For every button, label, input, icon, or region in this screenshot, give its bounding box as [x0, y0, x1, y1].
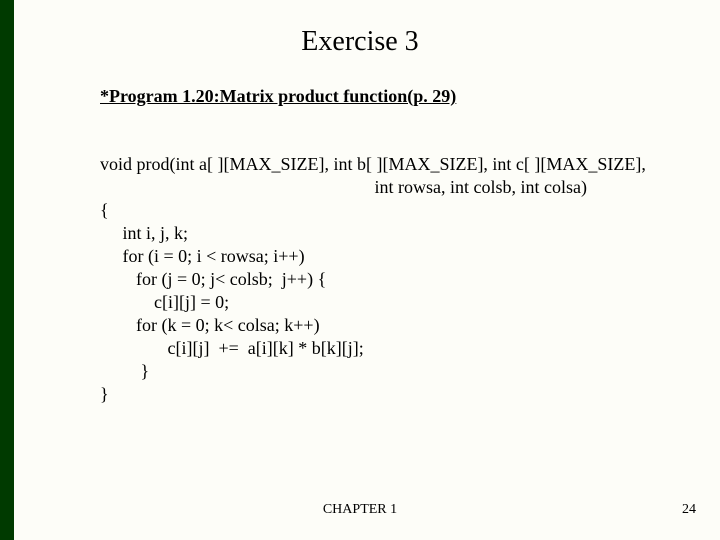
code-line: void prod(int a[ ][MAX_SIZE], int b[ ][M…	[100, 154, 646, 174]
footer-chapter: CHAPTER 1	[0, 502, 720, 518]
code-line: c[i][j] = 0;	[100, 292, 229, 312]
sidebar-accent	[0, 0, 14, 540]
code-line: int rowsa, int colsb, int colsa)	[100, 177, 587, 197]
footer-page-number: 24	[682, 502, 696, 518]
code-line: for (k = 0; k< colsa; k++)	[100, 315, 320, 335]
code-line: int i, j, k;	[100, 223, 188, 243]
slide-title: Exercise 3	[0, 26, 720, 58]
code-block: void prod(int a[ ][MAX_SIZE], int b[ ][M…	[100, 130, 646, 406]
slide-subtitle: *Program 1.20:Matrix product function(p.…	[100, 86, 456, 107]
code-line: for (j = 0; j< colsb; j++) {	[100, 269, 326, 289]
code-line: }	[100, 361, 149, 381]
code-line: }	[100, 384, 109, 404]
code-line: {	[100, 200, 109, 220]
code-line: c[i][j] += a[i][k] * b[k][j];	[100, 338, 364, 358]
code-line: for (i = 0; i < rowsa; i++)	[100, 246, 305, 266]
